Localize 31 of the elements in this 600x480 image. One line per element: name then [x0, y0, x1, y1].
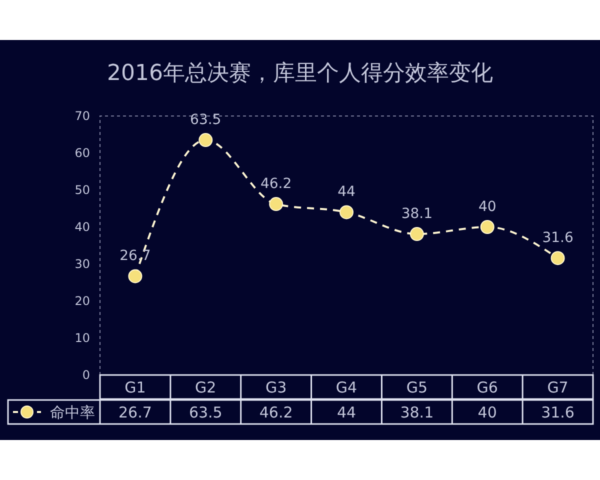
data-label: 63.5: [188, 403, 222, 422]
annotation: 40: [478, 199, 496, 215]
y-tick-label: 40: [74, 220, 90, 234]
y-tick-label: 0: [82, 368, 90, 382]
y-tick-label: 10: [74, 331, 90, 346]
annotation: 38.1: [401, 206, 433, 222]
x-tick-label: G7: [547, 378, 568, 396]
chart-title: 2016年总决赛，库里个人得分效率变化: [107, 61, 493, 86]
x-tick-label: G2: [195, 378, 216, 396]
x-tick-label: G1: [124, 378, 146, 396]
x-tick-label: G4: [336, 378, 358, 396]
annotation: 63.5: [190, 112, 222, 128]
legend-label: 命中率: [50, 403, 95, 422]
y-tick-label: 30: [74, 257, 90, 272]
y-tick-label: 60: [74, 146, 90, 160]
data-label: 38.1: [400, 403, 434, 422]
annotation: 44: [338, 184, 356, 200]
y-tick-label: 70: [74, 109, 90, 124]
x-tick-label: G5: [406, 378, 428, 396]
annotation: 31.6: [542, 230, 574, 246]
y-tick-label: 20: [74, 294, 90, 308]
annotation: 46.2: [260, 176, 292, 192]
annotation: 26.7: [120, 248, 151, 264]
x-tick-label: G3: [265, 378, 287, 396]
data-label: 46.2: [259, 403, 293, 422]
x-tick-label: G6: [476, 378, 498, 396]
data-label: 31.6: [541, 403, 574, 422]
data-label: 44: [336, 403, 356, 422]
data-label: 40: [478, 403, 497, 422]
data-label: 26.7: [118, 403, 152, 422]
y-tick-label: 50: [74, 183, 90, 198]
